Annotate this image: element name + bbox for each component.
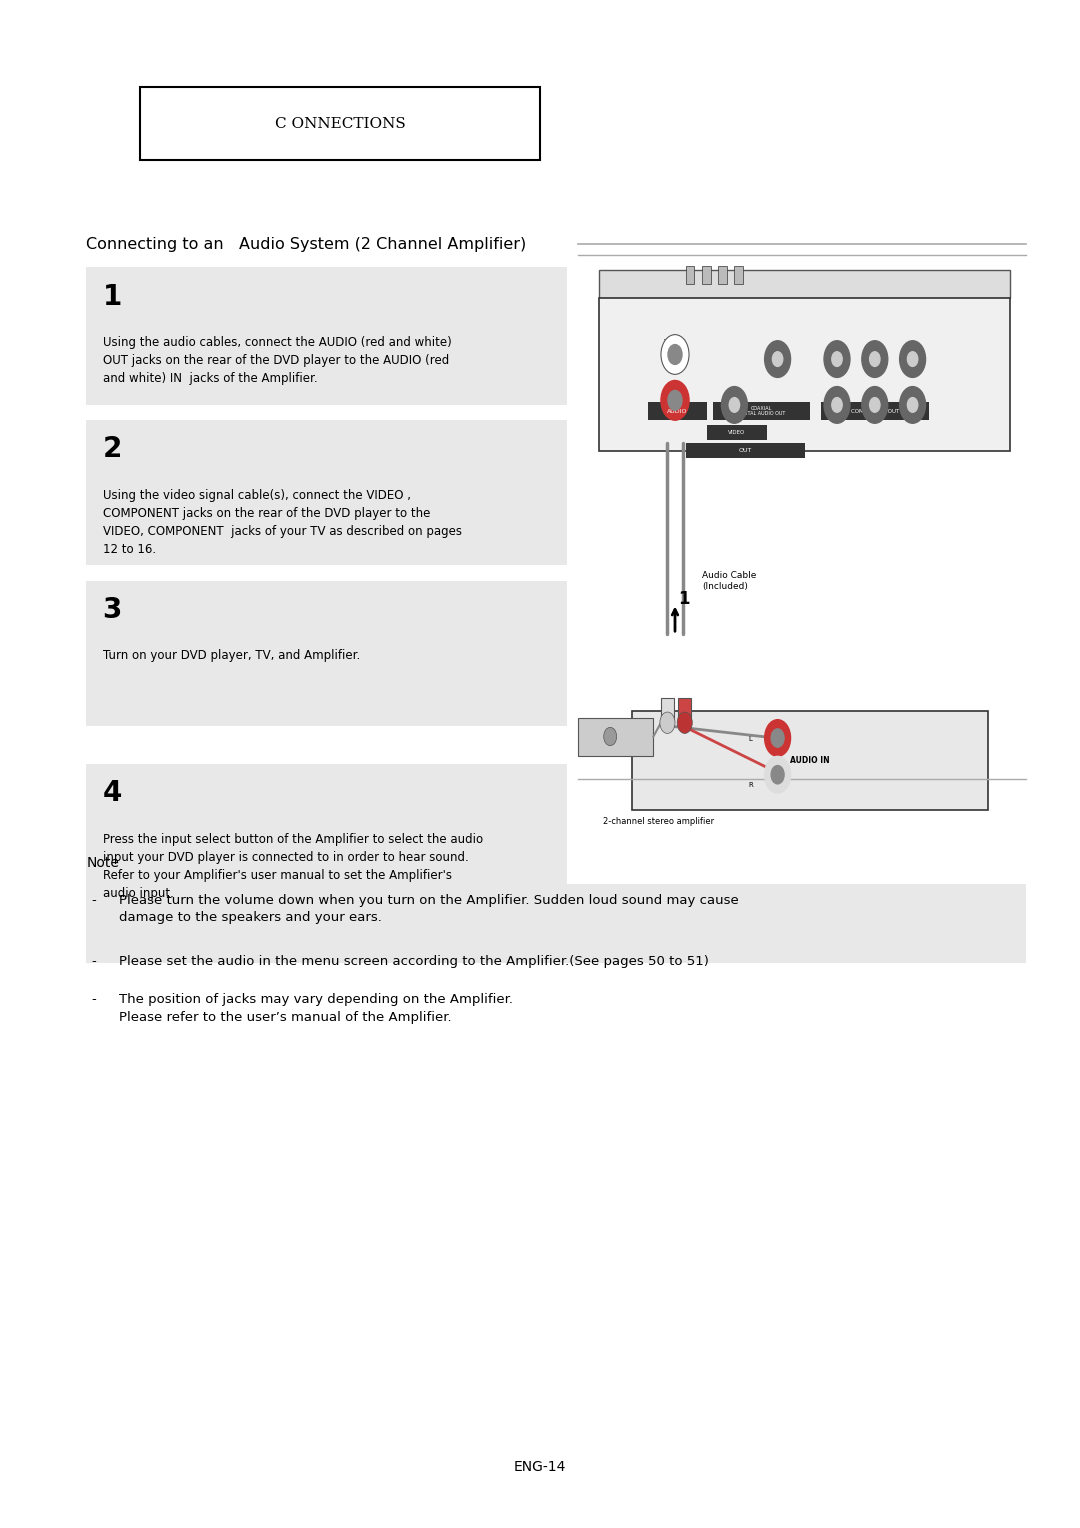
Text: Note: Note [86, 856, 119, 869]
Circle shape [900, 341, 926, 377]
Bar [734, 266, 743, 284]
Circle shape [869, 351, 880, 367]
Text: COAXIAL
DIGITAL AUDIO OUT: COAXIAL DIGITAL AUDIO OUT [738, 405, 785, 417]
Text: AUDIO IN: AUDIO IN [791, 756, 829, 764]
Text: Please set the audio in the menu screen according to the Amplifier.(See pages 50: Please set the audio in the menu screen … [119, 955, 708, 969]
FancyBboxPatch shape [86, 764, 567, 932]
FancyBboxPatch shape [648, 402, 707, 420]
FancyBboxPatch shape [599, 298, 1010, 451]
FancyBboxPatch shape [140, 87, 540, 160]
Circle shape [862, 341, 888, 377]
Text: VIDEO: VIDEO [728, 429, 745, 435]
Circle shape [765, 756, 791, 793]
Text: 1: 1 [678, 590, 689, 608]
FancyBboxPatch shape [578, 718, 653, 756]
Circle shape [907, 397, 918, 413]
Text: Using the audio cables, connect the AUDIO (red and white)
OUT jacks on the rear : Using the audio cables, connect the AUDI… [103, 336, 451, 385]
Text: Connecting to an   Audio System (2 Channel Amplifier): Connecting to an Audio System (2 Channel… [86, 237, 527, 252]
FancyBboxPatch shape [86, 420, 567, 565]
Circle shape [771, 766, 784, 784]
Text: Press the input select button of the Amplifier to select the audio
input your DV: Press the input select button of the Amp… [103, 833, 483, 900]
Bar [661, 698, 674, 723]
Text: AUDIO: AUDIO [667, 408, 687, 414]
Text: -: - [92, 955, 96, 969]
Text: -: - [92, 894, 96, 908]
Bar [686, 266, 694, 284]
Circle shape [667, 391, 683, 411]
Text: Turn on your DVD player, TV, and Amplifier.: Turn on your DVD player, TV, and Amplifi… [103, 649, 360, 663]
Text: RED: RED [664, 385, 678, 391]
FancyBboxPatch shape [86, 267, 567, 405]
Text: Please turn the volume down when you turn on the Amplifier. Sudden loud sound ma: Please turn the volume down when you tur… [119, 894, 739, 924]
Circle shape [661, 380, 689, 420]
Text: R: R [748, 782, 753, 788]
FancyBboxPatch shape [713, 402, 810, 420]
Circle shape [771, 729, 784, 747]
FancyBboxPatch shape [686, 443, 805, 458]
Text: 2-channel stereo amplifier: 2-channel stereo amplifier [604, 817, 714, 827]
Circle shape [677, 712, 692, 733]
Circle shape [869, 397, 880, 413]
Text: 3: 3 [103, 596, 122, 623]
Text: -: - [92, 993, 96, 1007]
Text: ENG-14: ENG-14 [514, 1459, 566, 1475]
Text: L: L [748, 736, 753, 743]
Circle shape [907, 351, 918, 367]
Circle shape [832, 397, 842, 413]
Bar [718, 266, 727, 284]
FancyBboxPatch shape [599, 270, 1010, 298]
FancyBboxPatch shape [821, 402, 929, 420]
Circle shape [772, 351, 783, 367]
Circle shape [765, 720, 791, 756]
FancyBboxPatch shape [707, 425, 767, 440]
Circle shape [900, 387, 926, 423]
FancyBboxPatch shape [86, 883, 1026, 963]
Text: 2: 2 [103, 435, 122, 463]
Circle shape [729, 397, 740, 413]
Text: 4: 4 [103, 779, 122, 807]
Circle shape [824, 387, 850, 423]
Text: The position of jacks may vary depending on the Amplifier.
Please refer to the u: The position of jacks may vary depending… [119, 993, 513, 1024]
Text: OUT: OUT [739, 448, 752, 454]
Text: Using the video signal cable(s), connect the VIDEO ,
COMPONENT jacks on the rear: Using the video signal cable(s), connect… [103, 489, 461, 556]
Bar [678, 698, 691, 723]
Circle shape [660, 712, 675, 733]
Circle shape [604, 727, 617, 746]
Circle shape [765, 341, 791, 377]
Text: C ONNECTIONS: C ONNECTIONS [274, 116, 406, 131]
FancyBboxPatch shape [86, 581, 567, 726]
Circle shape [862, 387, 888, 423]
Circle shape [721, 387, 747, 423]
Circle shape [824, 341, 850, 377]
Circle shape [667, 345, 683, 365]
Circle shape [661, 335, 689, 374]
Text: Audio Cable
(Included): Audio Cable (Included) [702, 570, 756, 591]
FancyBboxPatch shape [632, 711, 988, 810]
Circle shape [832, 351, 842, 367]
Bar [702, 266, 711, 284]
Text: 1: 1 [103, 283, 122, 310]
Text: COMPONENT OUT: COMPONENT OUT [851, 408, 899, 414]
Text: WHITE: WHITE [664, 339, 687, 345]
